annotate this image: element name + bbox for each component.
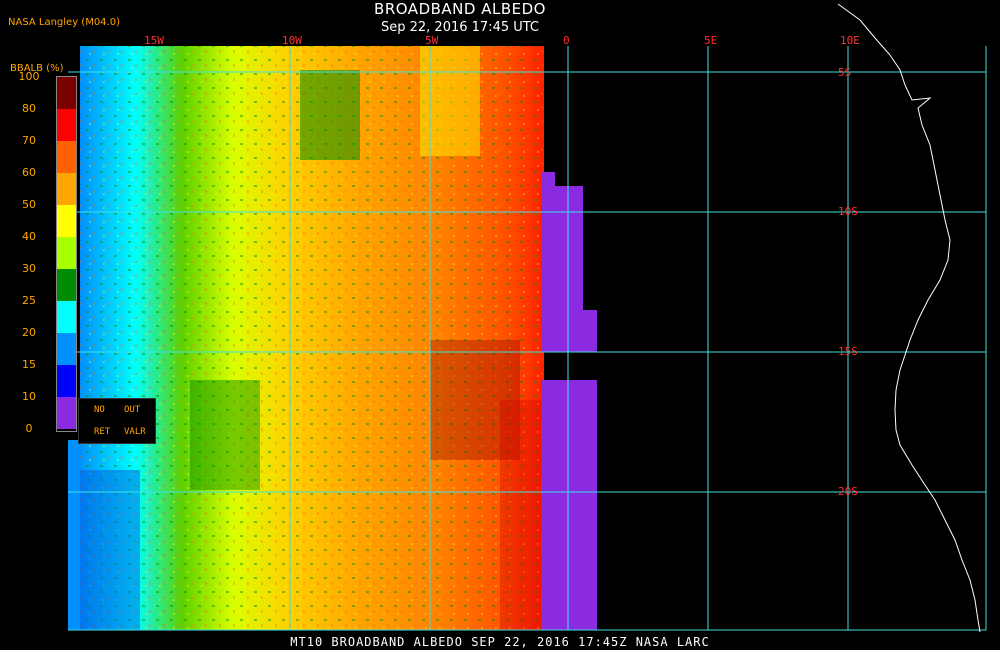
lon-label-10w: 10W — [282, 34, 302, 47]
lon-label-10e: 10E — [840, 34, 860, 47]
legend-swatch — [57, 397, 76, 429]
map-title: BROADBAND ALBEDO — [374, 0, 546, 18]
legend-swatch — [57, 333, 76, 365]
lon-label-5e: 5E — [704, 34, 718, 47]
legend-swatch — [57, 237, 76, 269]
legend-tick-label: 70 — [22, 134, 36, 147]
legend-tick-label: 80 — [22, 102, 36, 115]
legend-swatch — [57, 301, 76, 333]
legend-tick-label: 50 — [22, 198, 36, 211]
no-data-label-ret: RET — [94, 427, 111, 437]
lat-label-5s: 5S — [838, 66, 852, 79]
footer-caption: MT10 BROADBAND ALBEDO SEP 22, 2016 17:45… — [290, 635, 710, 649]
legend-tick-label: 15 — [22, 358, 36, 371]
no-data-label-out: OUT — [124, 405, 141, 415]
legend-swatch — [57, 269, 76, 301]
lon-label-15w: 15W — [144, 34, 164, 47]
legend-swatch — [57, 173, 76, 205]
legend-tick-label: 40 — [22, 230, 36, 243]
legend-title: BBALB (%) — [10, 63, 64, 74]
legend-swatch — [57, 141, 76, 173]
color-bar — [56, 76, 77, 432]
albedo-field — [68, 46, 544, 630]
legend-swatch — [57, 365, 76, 397]
legend-swatch — [57, 205, 76, 237]
legend-tick-label: 20 — [22, 326, 36, 339]
no-data-label-valr: VALR — [124, 427, 146, 437]
lon-label-0: 0 — [563, 34, 570, 47]
legend-swatch — [57, 77, 76, 109]
lat-label-10s: 10S — [838, 205, 858, 218]
no-data-legend: NO OUT RET VALR — [78, 398, 156, 444]
legend-tick-label: 60 — [22, 166, 36, 179]
lat-label-20s: 20S — [838, 485, 858, 498]
legend-swatch — [57, 109, 76, 141]
legend-tick-label: 25 — [22, 294, 36, 307]
legend-tick-label: 10 — [22, 390, 36, 403]
legend-tick-label: 30 — [22, 262, 36, 275]
map-timestamp: Sep 22, 2016 17:45 UTC — [380, 20, 540, 35]
lat-lon-grid — [68, 46, 987, 631]
no-data-label-no: NO — [94, 405, 105, 415]
coastline — [837, 3, 981, 633]
lat-label-15s: 15S — [838, 345, 858, 358]
lon-label-5w: 5W — [425, 34, 439, 47]
legend-tick-label: 0 — [25, 422, 33, 435]
no-data-swath — [541, 172, 597, 630]
legend-tick-label: 100 — [18, 70, 40, 83]
credit-label: NASA Langley (M04.0) — [8, 17, 120, 28]
